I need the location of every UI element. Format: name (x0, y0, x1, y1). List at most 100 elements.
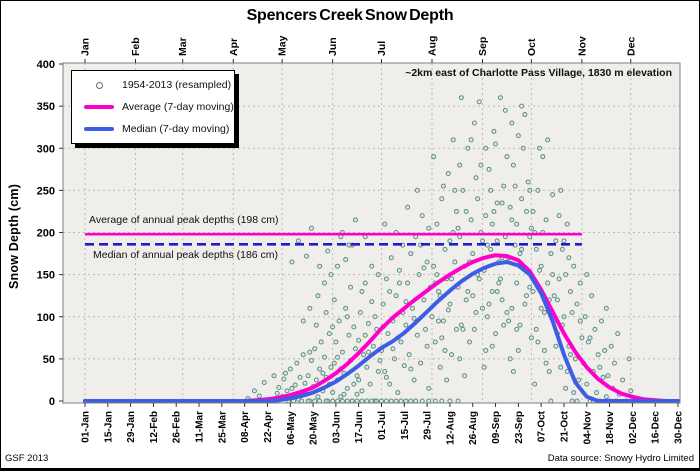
scatter-point (387, 381, 393, 387)
scatter-point (587, 335, 593, 341)
scatter-point (294, 360, 300, 366)
scatter-point (356, 337, 362, 343)
scatter-point (452, 187, 458, 193)
scatter-point (506, 318, 512, 324)
scatter-point (514, 221, 520, 227)
scatter-point (550, 272, 556, 278)
scatter-point (418, 360, 424, 366)
scatter-marker-icon (84, 81, 114, 89)
scatter-point (522, 301, 528, 307)
page-title: Spencers Creek Snow Depth (246, 7, 454, 24)
scatter-point (502, 107, 508, 113)
scatter-point (343, 256, 349, 262)
scatter-point (563, 272, 569, 278)
scatter-point (532, 381, 538, 387)
scatter-point (577, 318, 583, 324)
scatter-point (514, 280, 520, 286)
scatter-point (470, 293, 476, 299)
scatter-point (515, 347, 521, 353)
scatter-point (489, 288, 495, 294)
scatter-point (251, 388, 257, 394)
scatter-point (489, 343, 495, 349)
scatter-point (537, 145, 543, 151)
x-tick-label: 16-Dec (651, 411, 662, 444)
median-line-icon (84, 127, 114, 131)
scatter-point (620, 377, 626, 383)
scatter-point (517, 251, 523, 257)
scatter-point (414, 187, 420, 193)
scatter-point (450, 137, 456, 143)
scatter-point (295, 238, 301, 244)
scatter-point (335, 398, 341, 404)
scatter-point (468, 217, 474, 223)
scatter-point (343, 305, 349, 311)
scatter-point (509, 217, 515, 223)
scatter-point (473, 310, 479, 316)
scatter-point (475, 196, 481, 202)
scatter-point (460, 326, 466, 332)
x-tick-label: 12-Feb (149, 411, 160, 443)
scatter-point (488, 246, 494, 252)
scatter-point (483, 145, 489, 151)
month-label: May (277, 35, 289, 56)
scatter-point (305, 373, 311, 379)
scatter-point (574, 301, 580, 307)
scatter-point (445, 307, 451, 313)
scatter-point (396, 267, 402, 273)
month-label: Nov (576, 36, 588, 56)
scatter-point (563, 385, 569, 391)
scatter-point (523, 208, 529, 214)
scatter-point (354, 398, 360, 404)
scatter-point (396, 280, 402, 286)
scatter-point (530, 208, 536, 214)
scatter-point (519, 103, 525, 109)
scatter-point (470, 251, 476, 257)
scatter-point (602, 347, 608, 353)
scatter-point (383, 374, 389, 380)
scatter-point (393, 398, 399, 404)
scatter-point (315, 293, 321, 299)
scatter-point (537, 267, 543, 273)
y-tick-label: 300 (37, 143, 55, 155)
scatter-point (338, 394, 344, 400)
x-tick-label: 29-Jan (126, 411, 137, 443)
scatter-point (361, 352, 367, 358)
scatter-point (499, 297, 505, 303)
scatter-point (497, 95, 503, 101)
scatter-point (330, 398, 336, 404)
scatter-point (374, 398, 380, 404)
scatter-point (457, 162, 463, 168)
scatter-point (501, 183, 507, 189)
x-tick-label: 04-Nov (582, 411, 593, 445)
scatter-point (527, 284, 533, 290)
scatter-point (434, 272, 440, 278)
scatter-point (405, 280, 411, 286)
scatter-point (476, 99, 482, 105)
scatter-point (364, 398, 370, 404)
scatter-point (483, 347, 489, 353)
scatter-point (341, 391, 347, 397)
site-note: ~2km east of Charlotte Pass Village, 183… (405, 67, 672, 79)
scatter-point (493, 331, 499, 337)
x-tick-label: 17-Jun (354, 411, 365, 443)
scatter-point (615, 331, 621, 337)
scatter-point (323, 398, 329, 404)
scatter-point (403, 299, 409, 305)
scatter-point (559, 246, 565, 252)
scatter-point (576, 377, 582, 383)
scatter-point (431, 154, 437, 160)
scatter-point (335, 354, 341, 360)
scatter-point (468, 137, 474, 143)
scatter-point (405, 204, 411, 210)
scatter-point (510, 162, 516, 168)
scatter-point (421, 265, 427, 271)
scatter-point (605, 373, 611, 379)
scatter-point (377, 358, 383, 364)
scatter-point (538, 305, 544, 311)
y-tick-label: 50 (43, 354, 55, 366)
scatter-point (533, 326, 539, 332)
x-tick-label: 25-Mar (217, 411, 228, 443)
scatter-point (383, 398, 389, 404)
scatter-point (447, 398, 453, 404)
scatter-point (572, 356, 578, 362)
